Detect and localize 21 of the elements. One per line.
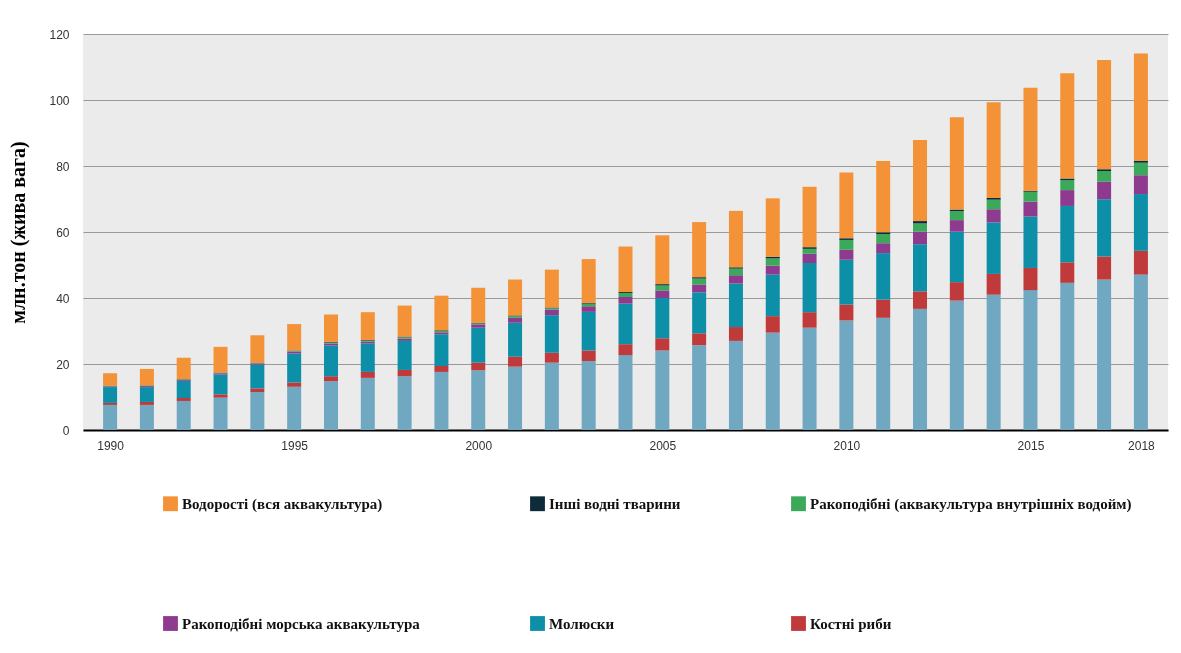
y-tick-label: 0: [62, 423, 70, 438]
x-tick-label: 2005: [649, 438, 677, 453]
x-tick-label: 1990: [97, 438, 125, 453]
legend-label: Інші водні тварини: [549, 495, 681, 512]
y-axis-title: млн.тон (жива вага): [7, 141, 31, 324]
y-tick-label: 80: [56, 159, 70, 174]
y-tick-label: 120: [49, 27, 70, 42]
x-tick-label: 2000: [465, 438, 493, 453]
legend-label: Водорості (вся аквакультура): [182, 495, 383, 513]
legend-label: Ракоподібні морська аквакультура: [182, 615, 421, 632]
y-tick-label: 20: [56, 357, 70, 372]
legend-label: Костні риби: [810, 615, 892, 632]
y-tick-label: 40: [56, 291, 70, 306]
y-tick-label: 60: [56, 225, 70, 240]
legend-label: Молюски: [549, 615, 615, 632]
x-tick-label: 2010: [833, 438, 861, 453]
y-tick-label: 100: [49, 93, 70, 108]
legend-label: Ракоподібні (аквакультура внутрішніх водойм): [810, 495, 1132, 513]
x-tick-label: 2015: [1017, 438, 1045, 453]
x-tick-label: 1995: [281, 438, 309, 453]
x-tick-label: 2018: [1128, 438, 1156, 453]
